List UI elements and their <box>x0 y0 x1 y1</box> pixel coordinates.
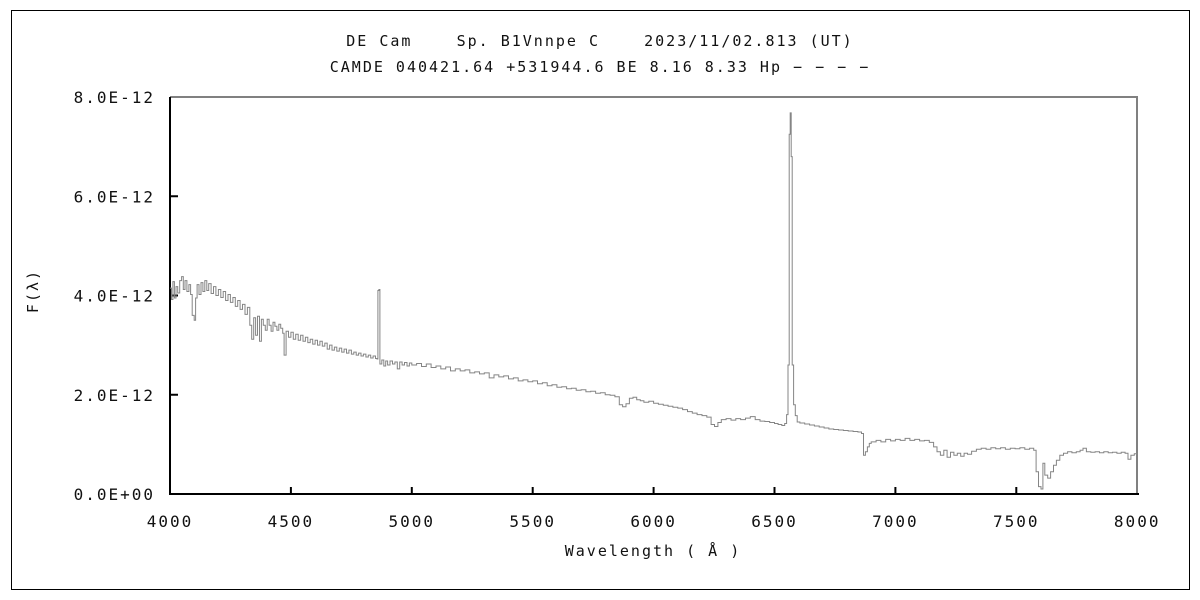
y-axis-ticks: 0.0E+00 2.0E-12 4.0E-12 6.0E-12 8.0E-12 <box>74 88 178 504</box>
x-tick-label: 4500 <box>268 512 315 531</box>
x-tick-label: 4000 <box>147 512 194 531</box>
figure-border <box>11 10 1190 590</box>
y-axis-label: F(λ) <box>24 269 42 313</box>
chart-subtitle: CAMDE 040421.64 +531944.6 BE 8.16 8.33 H… <box>329 58 871 76</box>
x-tick-label: 7500 <box>993 512 1040 531</box>
spectrum-line <box>170 112 1138 490</box>
y-tick-label: 8.0E-12 <box>74 88 155 107</box>
x-axis-ticks: 4000 4500 5000 5500 6000 6500 7000 7500 8000 <box>147 487 1161 531</box>
y-tick-label: 4.0E-12 <box>74 287 155 306</box>
x-axis-label: Wavelength ( Å ) <box>565 541 742 560</box>
x-tick-label: 6000 <box>630 512 677 531</box>
chart-title: DE Cam Sp. B1Vnnpe C 2023/11/02.813 (UT) <box>346 32 854 50</box>
y-tick-label: 0.0E+00 <box>74 485 155 504</box>
y-tick-label: 6.0E-12 <box>74 187 155 206</box>
x-tick-label: 6500 <box>751 512 798 531</box>
x-tick-label: 8000 <box>1114 512 1161 531</box>
x-tick-label: 5500 <box>509 512 556 531</box>
y-tick-label: 2.0E-12 <box>74 386 155 405</box>
x-tick-label: 5000 <box>389 512 436 531</box>
x-tick-label: 7000 <box>872 512 919 531</box>
